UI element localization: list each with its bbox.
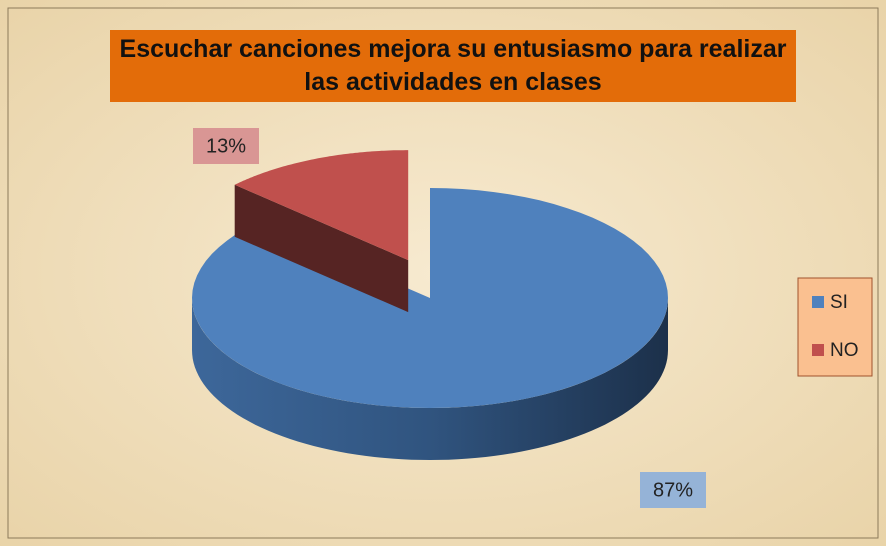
- slice-top: [192, 188, 668, 408]
- plot-border: [7, 7, 879, 539]
- slice: [192, 188, 668, 460]
- pie: [192, 150, 668, 460]
- legend-label: SI: [830, 292, 848, 313]
- slice-wall: [192, 298, 668, 460]
- data-label-box: [193, 128, 259, 164]
- data-label: 13%: [206, 135, 246, 157]
- legend-swatch: [812, 344, 824, 356]
- chart-title: Escuchar canciones mejora su entusiasmo …: [110, 30, 796, 102]
- legend-swatch: [812, 296, 824, 308]
- slice-top: [234, 150, 409, 261]
- data-label: 87%: [653, 479, 693, 501]
- legend-box: [797, 277, 873, 377]
- data-label-box: [640, 472, 706, 508]
- legend-label: NO: [830, 340, 859, 361]
- slice-side: [234, 184, 409, 313]
- slice: [234, 150, 409, 313]
